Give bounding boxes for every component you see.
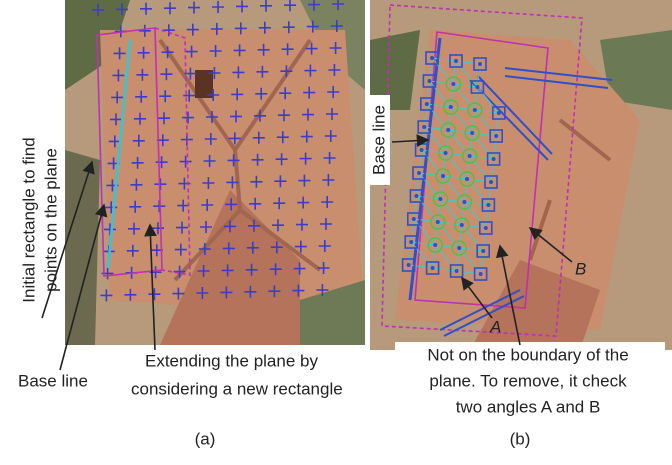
vertical-label: Initial rectangle to find — [19, 137, 38, 302]
point — [427, 79, 431, 83]
angle-label: A — [489, 317, 501, 336]
point — [433, 243, 437, 247]
point — [497, 111, 501, 115]
point — [438, 197, 442, 201]
point — [409, 240, 413, 244]
point — [436, 220, 440, 224]
figure: Initial rectangle to find points on the … — [0, 0, 672, 460]
point — [454, 59, 458, 63]
point — [470, 131, 474, 135]
base-line-label: Base line — [369, 105, 388, 175]
point — [455, 269, 459, 273]
point — [446, 128, 450, 132]
point — [420, 148, 424, 152]
point — [481, 249, 485, 253]
base-line-label: Base line — [18, 371, 88, 390]
point — [425, 102, 429, 106]
point — [478, 62, 482, 66]
point — [431, 266, 435, 270]
point — [489, 180, 493, 184]
point — [465, 177, 469, 181]
point — [457, 246, 461, 250]
point — [451, 82, 455, 86]
aerial-image-a — [65, 0, 365, 345]
annotation: plane. To remove, it check — [429, 371, 627, 390]
point — [407, 263, 411, 267]
extend-label: Extending the plane by — [145, 351, 318, 370]
point — [475, 85, 479, 89]
point — [473, 108, 477, 112]
point — [494, 134, 498, 138]
point — [422, 125, 426, 129]
point — [479, 272, 483, 276]
point — [417, 171, 421, 175]
point — [430, 56, 434, 60]
point — [484, 226, 488, 230]
caption: (b) — [510, 429, 531, 448]
angle-label: B — [575, 259, 586, 278]
point — [468, 154, 472, 158]
point — [444, 151, 448, 155]
point — [414, 194, 418, 198]
point — [449, 105, 453, 109]
caption: (a) — [195, 429, 216, 448]
annotation: two angles A and B — [456, 397, 601, 416]
point — [441, 174, 445, 178]
point — [460, 223, 464, 227]
point — [486, 203, 490, 207]
point — [462, 200, 466, 204]
extend-label: considering a new rectangle — [131, 379, 343, 398]
point — [492, 157, 496, 161]
aerial-image-b — [370, 0, 672, 350]
annotation: Not on the boundary of the — [427, 345, 628, 364]
point — [412, 217, 416, 221]
